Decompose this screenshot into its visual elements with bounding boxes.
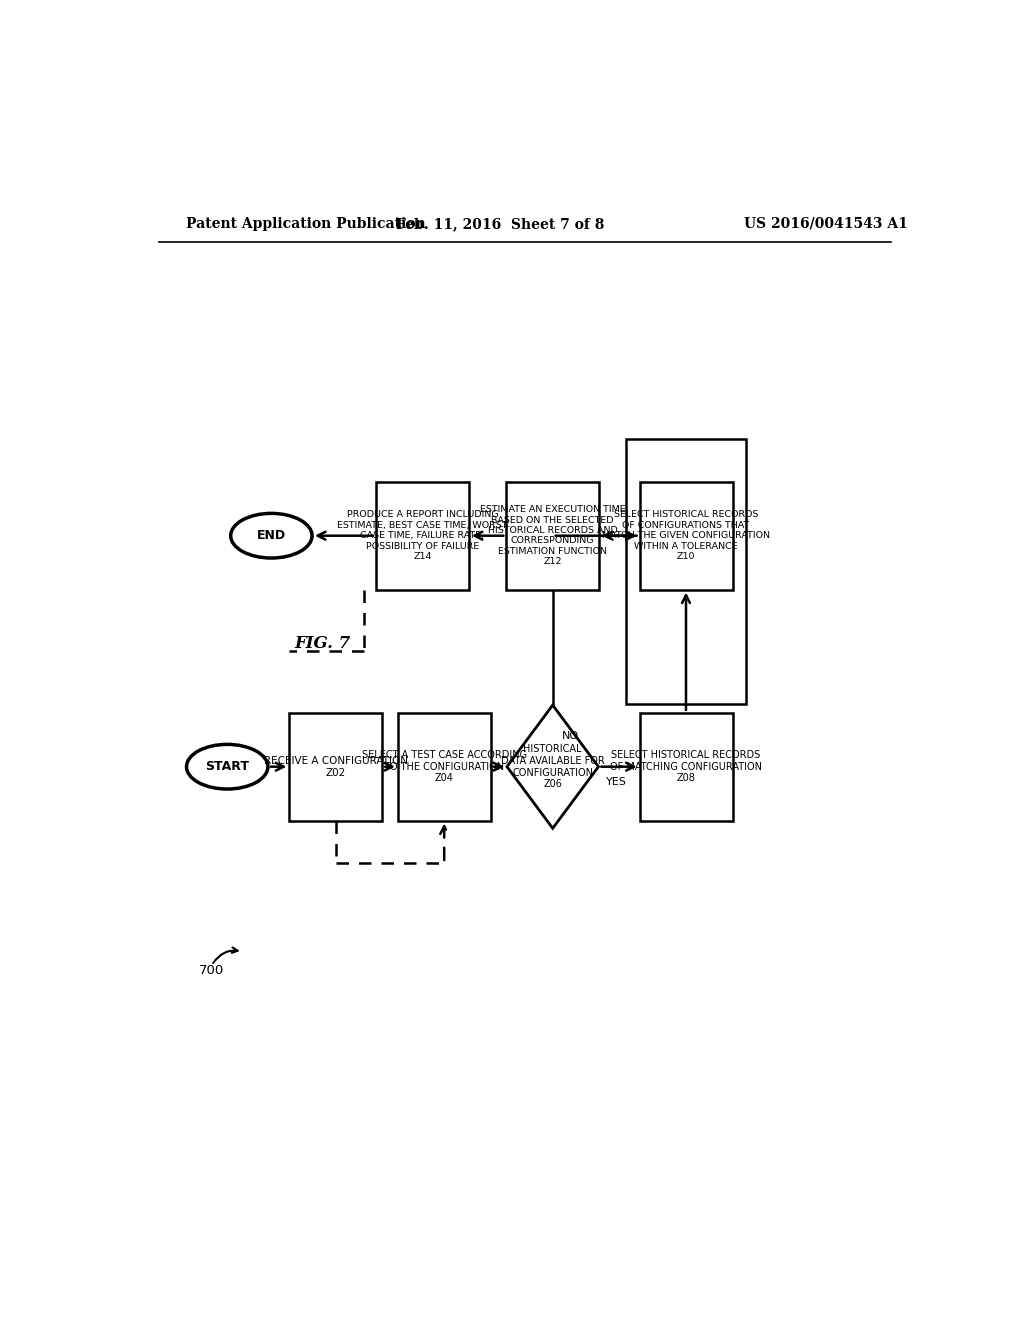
Text: SELECT A TEST CASE ACCORDING
TO THE CONFIGURATION
Z04: SELECT A TEST CASE ACCORDING TO THE CONF…	[361, 750, 526, 783]
Text: END: END	[257, 529, 286, 543]
Polygon shape	[507, 705, 598, 829]
Bar	[640, 482, 732, 590]
Text: 700: 700	[199, 964, 224, 977]
Bar	[506, 482, 599, 590]
Bar	[289, 713, 382, 821]
Text: SELECT HISTORICAL RECORDS
OF MATCHING CONFIGURATION
Z08: SELECT HISTORICAL RECORDS OF MATCHING CO…	[610, 750, 762, 783]
Text: ESTIMATE AN EXECUTION TIME
BASED ON THE SELECTED
HISTORICAL RECORDS AND
CORRESPO: ESTIMATE AN EXECUTION TIME BASED ON THE …	[480, 506, 626, 566]
Bar	[640, 713, 732, 821]
Text: PRODUCE A REPORT INCLUDING
ESTIMATE, BEST CASE TIME, WORST
CASE TIME, FAILURE RA: PRODUCE A REPORT INCLUDING ESTIMATE, BES…	[337, 511, 508, 561]
Bar	[626, 440, 746, 704]
Text: RECEIVE A CONFIGURATION
Z02: RECEIVE A CONFIGURATION Z02	[264, 756, 408, 777]
Text: HISTORICAL
DATA AVAILABLE FOR
CONFIGURATION
Z06: HISTORICAL DATA AVAILABLE FOR CONFIGURAT…	[501, 744, 604, 789]
Text: START: START	[205, 760, 249, 774]
Text: SELECT HISTORICAL RECORDS
OF CONFIGURATIONS THAT
MATCH THE GIVEN CONFIGURATION
W: SELECT HISTORICAL RECORDS OF CONFIGURATI…	[602, 511, 770, 561]
Text: Feb. 11, 2016  Sheet 7 of 8: Feb. 11, 2016 Sheet 7 of 8	[396, 216, 604, 231]
Text: Patent Application Publication: Patent Application Publication	[186, 216, 426, 231]
Text: YES: YES	[606, 777, 627, 787]
Bar	[397, 713, 490, 821]
Text: FIG. 7: FIG. 7	[295, 635, 351, 652]
Text: US 2016/0041543 A1: US 2016/0041543 A1	[743, 216, 907, 231]
Text: NO: NO	[562, 731, 580, 741]
Ellipse shape	[186, 744, 268, 789]
Ellipse shape	[230, 513, 312, 558]
Bar	[376, 482, 469, 590]
